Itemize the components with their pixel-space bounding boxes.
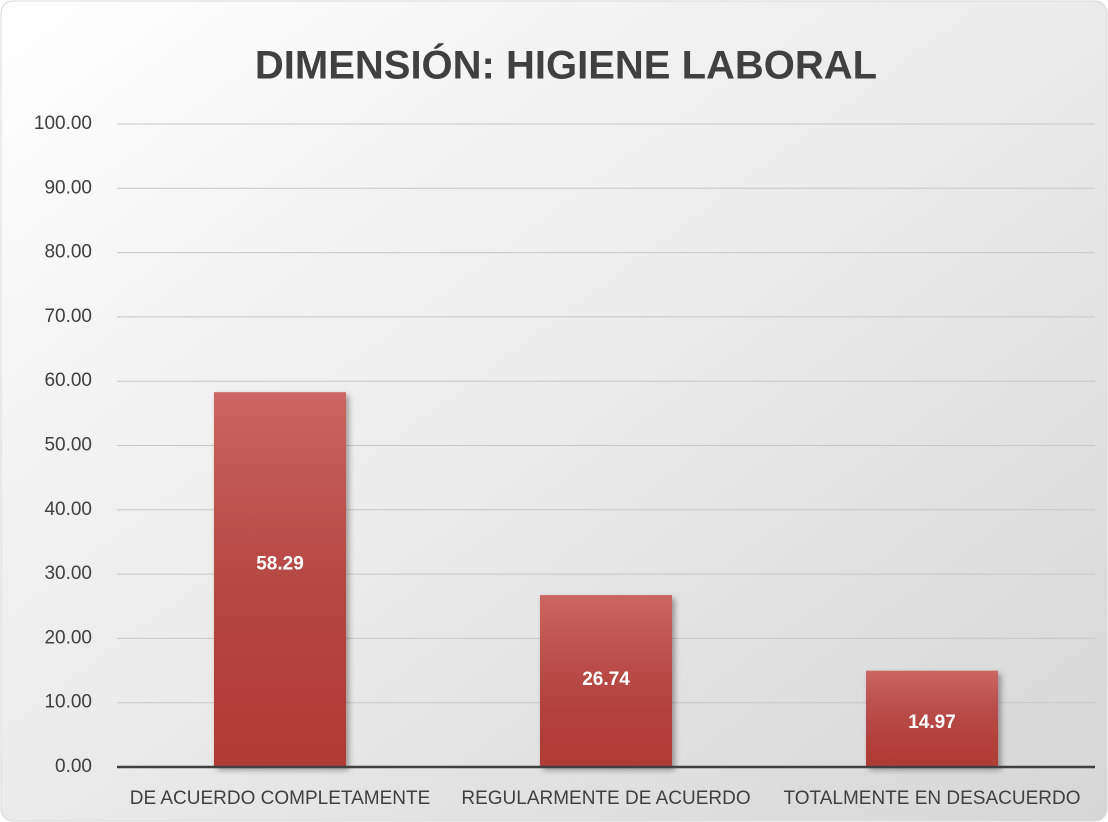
bar-shade	[213, 392, 347, 767]
y-tick-label: 10.00	[44, 692, 92, 713]
y-tick-label: 30.00	[44, 563, 92, 584]
chart-title: DIMENSIÓN: HIGIENE LABORAL	[255, 42, 877, 88]
data-label: 14.97	[908, 712, 956, 733]
y-tick-label: 20.00	[44, 627, 92, 648]
x-tick-label: TOTALMENTE EN DESACUERDO	[783, 788, 1080, 809]
bar-shade	[865, 670, 999, 767]
data-label: 26.74	[582, 669, 630, 690]
y-tick-label: 80.00	[44, 242, 92, 263]
y-tick-label: 90.00	[44, 177, 92, 198]
y-tick-label: 60.00	[44, 370, 92, 391]
bar-shade	[539, 595, 673, 767]
y-tick-label: 50.00	[44, 435, 92, 456]
x-tick-label: REGULARMENTE DE ACUERDO	[461, 788, 750, 809]
y-tick-label: 0.00	[55, 756, 92, 777]
y-tick-label: 40.00	[44, 499, 92, 520]
data-label: 58.29	[256, 553, 304, 574]
y-tick-label: 100.00	[34, 113, 92, 134]
y-tick-label: 70.00	[44, 306, 92, 327]
x-tick-label: DE ACUERDO COMPLETAMENTE	[130, 788, 431, 809]
